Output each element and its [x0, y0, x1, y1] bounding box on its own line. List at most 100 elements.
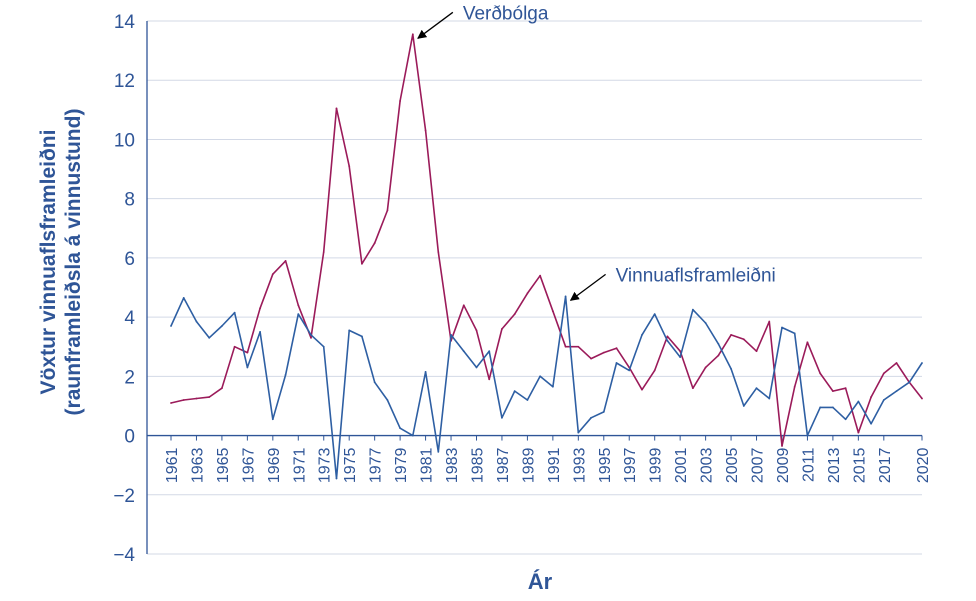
data-point: [564, 295, 567, 298]
x-tick-label: 2013: [826, 447, 843, 483]
x-tick-label: 2001: [673, 447, 690, 483]
y-tick-label: 10: [114, 130, 135, 151]
data-point: [411, 434, 414, 437]
data-point: [895, 390, 898, 393]
data-point: [221, 387, 223, 390]
x-tick-label: 1993: [571, 447, 588, 483]
data-point: [208, 336, 211, 339]
x-tick-label: 1973: [317, 447, 334, 483]
data-point: [208, 396, 211, 398]
x-tick-label: 1961: [164, 447, 181, 483]
data-point: [437, 450, 440, 453]
data-point: [526, 399, 529, 401]
data-point: [170, 402, 172, 404]
x-tick-label: 1969: [266, 447, 283, 483]
data-point: [271, 418, 274, 421]
data-point: [882, 372, 885, 375]
data-point: [195, 320, 198, 323]
x-tick-label: 2007: [750, 447, 767, 483]
data-point: [170, 325, 172, 327]
x-tick-label: 1979: [393, 447, 410, 483]
x-tick-label: 1997: [622, 447, 639, 483]
data-point: [844, 418, 847, 421]
data-point: [691, 308, 694, 311]
x-tick-label: 1967: [240, 447, 257, 483]
y-tick-label: −4: [113, 545, 135, 566]
data-point: [870, 422, 872, 425]
series-line: [170, 295, 923, 480]
data-point: [615, 347, 618, 350]
x-tick-label: 2011: [800, 447, 817, 482]
x-tick-label: 2003: [699, 447, 716, 483]
x-tick-label: 1987: [495, 447, 512, 483]
x-tick-label: 1975: [342, 447, 359, 483]
x-tick-label: 1991: [546, 447, 563, 483]
x-tick-label: 2009: [775, 447, 792, 483]
data-point: [564, 345, 567, 348]
x-tick-label: 1989: [520, 447, 537, 483]
data-point: [310, 336, 312, 339]
data-point: [679, 356, 682, 358]
data-point: [857, 400, 860, 403]
data-point: [602, 410, 605, 413]
data-point: [590, 416, 592, 419]
data-point: [182, 296, 185, 299]
data-point: [259, 307, 262, 310]
data-point: [921, 362, 923, 364]
data-point: [513, 390, 516, 393]
y-axis-ticks: −4 −2 0 2 4 6 8 10 12 14: [113, 12, 135, 566]
annotation-label: Verðbólga: [463, 3, 549, 24]
x-axis-title: Ár: [528, 569, 553, 594]
data-point: [717, 354, 720, 357]
data-point: [691, 387, 694, 390]
data-point: [246, 351, 249, 354]
data-point: [399, 427, 402, 430]
data-point: [361, 262, 363, 265]
data-point: [386, 399, 389, 401]
x-tick-label: 1983: [444, 447, 461, 483]
x-tick-label: 2015: [851, 447, 868, 483]
y-tick-label: 6: [124, 249, 135, 270]
data-point: [742, 338, 745, 341]
data-point: [768, 397, 771, 400]
data-point: [348, 165, 351, 167]
data-point: [908, 381, 911, 384]
annotation-label: Vinnuaflsframleiðni: [616, 265, 776, 286]
data-point: [831, 390, 834, 393]
data-point: [717, 342, 720, 345]
x-tick-label: 1981: [419, 447, 436, 483]
data-point: [539, 274, 542, 277]
data-point: [284, 259, 287, 262]
x-tick-label: 1985: [469, 447, 486, 483]
data-point: [513, 313, 516, 316]
data-point: [704, 322, 707, 324]
data-point: [641, 388, 643, 391]
data-point: [653, 313, 656, 316]
data-point: [666, 335, 669, 338]
data-point: [373, 381, 376, 384]
data-point: [882, 399, 885, 401]
data-point: [310, 333, 312, 336]
data-point: [271, 273, 274, 276]
annotation-arrow: [569, 273, 606, 301]
annotations: Verðbólga Vinnuaflsframleiðni: [417, 3, 776, 301]
data-point: [857, 431, 860, 434]
data-point: [831, 406, 834, 409]
data-point: [793, 385, 796, 388]
data-point: [895, 362, 898, 364]
data-point: [501, 328, 503, 330]
data-point: [577, 431, 580, 434]
data-point: [424, 129, 427, 132]
data-point: [233, 345, 236, 348]
data-point: [233, 311, 236, 314]
data-point: [730, 368, 732, 370]
data-point: [488, 350, 491, 353]
data-point: [806, 434, 809, 437]
data-point: [551, 385, 554, 388]
data-point: [539, 375, 542, 378]
x-tick-label: 1965: [215, 447, 232, 483]
y-tick-label: 8: [124, 190, 135, 211]
data-point: [602, 351, 605, 354]
y-tick-label: 14: [114, 12, 136, 33]
